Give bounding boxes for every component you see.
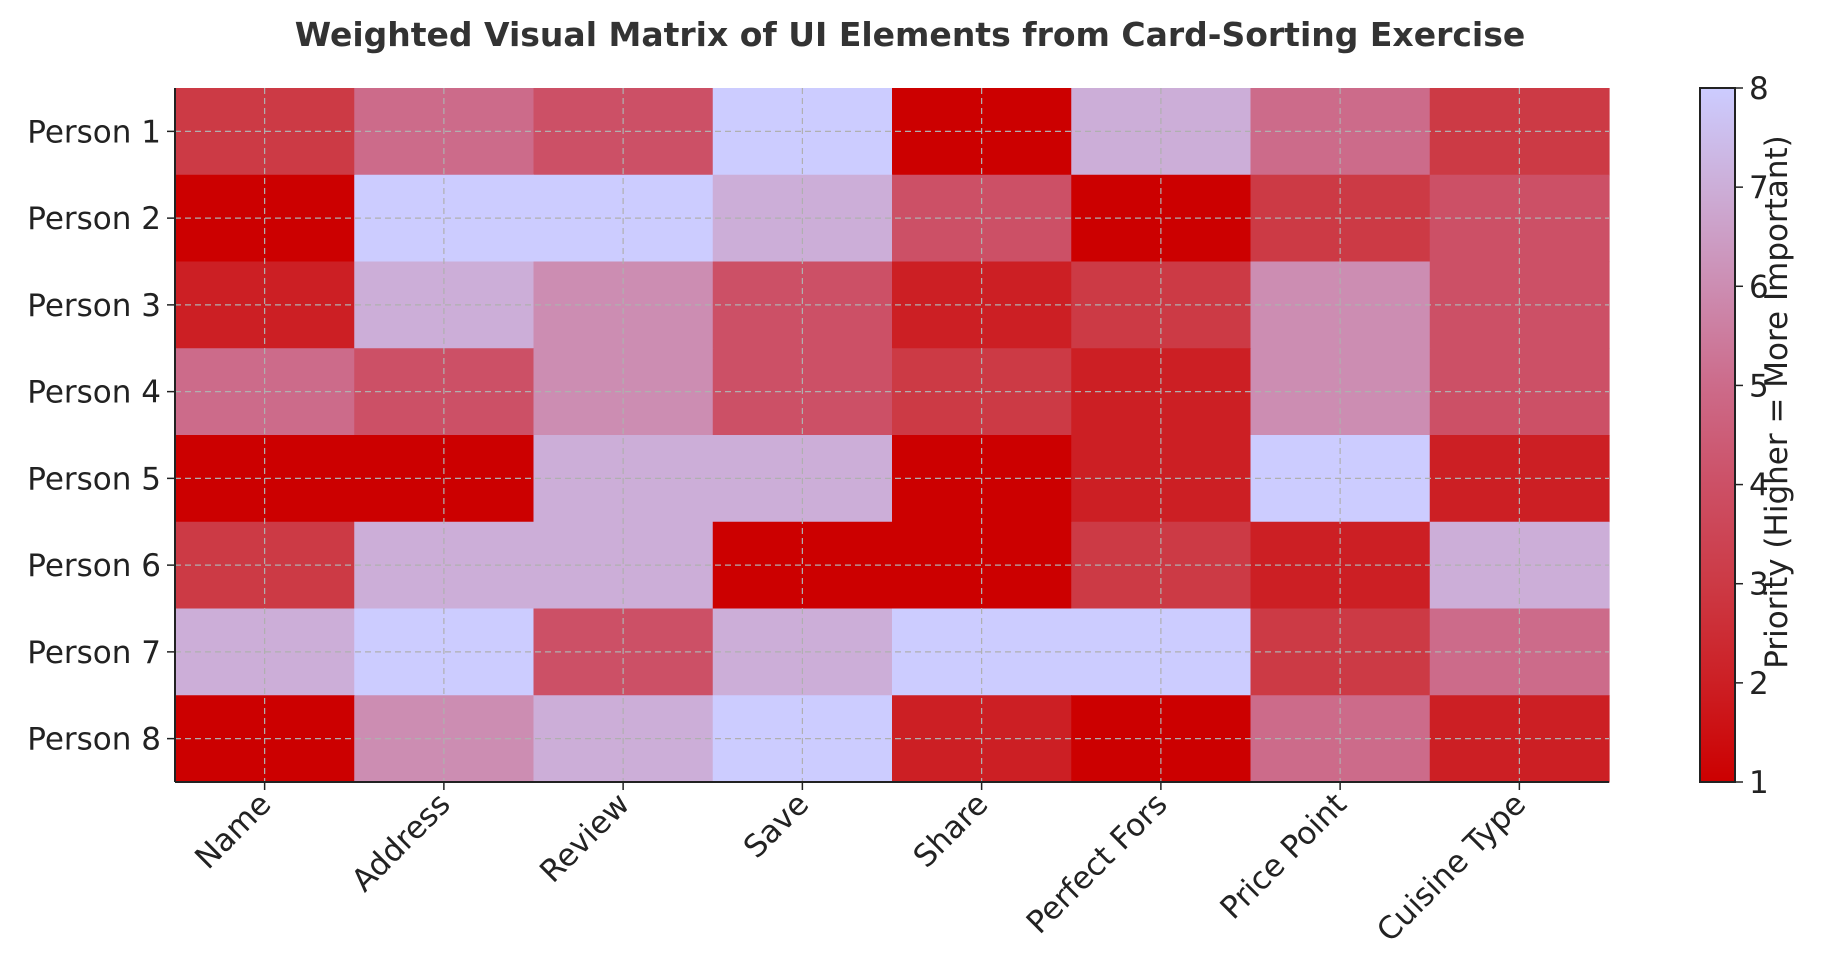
column-label: Name [188, 786, 278, 876]
row-label: Person 2 [27, 201, 161, 237]
heatmap-cell [892, 521, 1072, 610]
heatmap-cell [1071, 261, 1252, 349]
colorbar-tick-label: 5 [1749, 368, 1769, 404]
row-label: Person 1 [27, 114, 161, 150]
column-label: Address [345, 786, 458, 899]
heatmap-cell [175, 261, 355, 349]
row-label: Person 3 [27, 288, 161, 324]
row-label: Person 8 [27, 722, 161, 758]
axes [174, 88, 1609, 783]
heatmap-cell [712, 521, 893, 610]
colorbar-tick-label: 3 [1749, 567, 1769, 603]
column-label: Save [737, 786, 816, 865]
heatmap-cell [354, 261, 535, 349]
colorbar-tick-label: 1 [1749, 765, 1769, 801]
colorbar-tick-label: 8 [1749, 71, 1769, 107]
column-label: Price Point [1213, 786, 1353, 926]
colorbar: 1 2 3 4 5 6 7 8 [1699, 71, 1769, 801]
grid-lines [175, 88, 1609, 782]
row-labels: Person 1 Person 2 Person 3 Person 4 Person 5… [27, 114, 175, 758]
heatmap-cell [533, 521, 714, 610]
heatmap-cell [1071, 521, 1252, 610]
heatmap-cell [892, 261, 1072, 349]
colorbar-bar [1699, 87, 1736, 783]
column-labels: Name Address Review Save Share Perfect Fors Pr… [188, 782, 1533, 949]
heatmap-cell [354, 521, 535, 610]
heatmap-cell [712, 261, 893, 349]
colorbar-label: Priority (Higher = More Important) [1759, 135, 1795, 669]
column-label: Cuisine Type [1370, 786, 1533, 949]
column-label: Review [533, 786, 637, 890]
heatmap-cell [175, 521, 355, 610]
column-label: Perfect Fors [1020, 786, 1175, 941]
column-label: Share [907, 786, 996, 875]
chart-title: Weighted Visual Matrix of UI Elements fr… [295, 15, 1526, 54]
heatmap-cells [175, 88, 1610, 783]
row-label: Person 7 [27, 635, 161, 671]
row-label: Person 4 [27, 375, 161, 411]
colorbar-tick-label: 4 [1749, 468, 1769, 504]
row-label: Person 5 [27, 461, 161, 497]
colorbar-tick-label: 7 [1749, 170, 1769, 206]
heatmap-cell [533, 261, 714, 349]
colorbar-tick-label: 6 [1749, 269, 1769, 305]
colorbar-tick-label: 2 [1749, 666, 1769, 702]
row-label: Person 6 [27, 548, 161, 584]
